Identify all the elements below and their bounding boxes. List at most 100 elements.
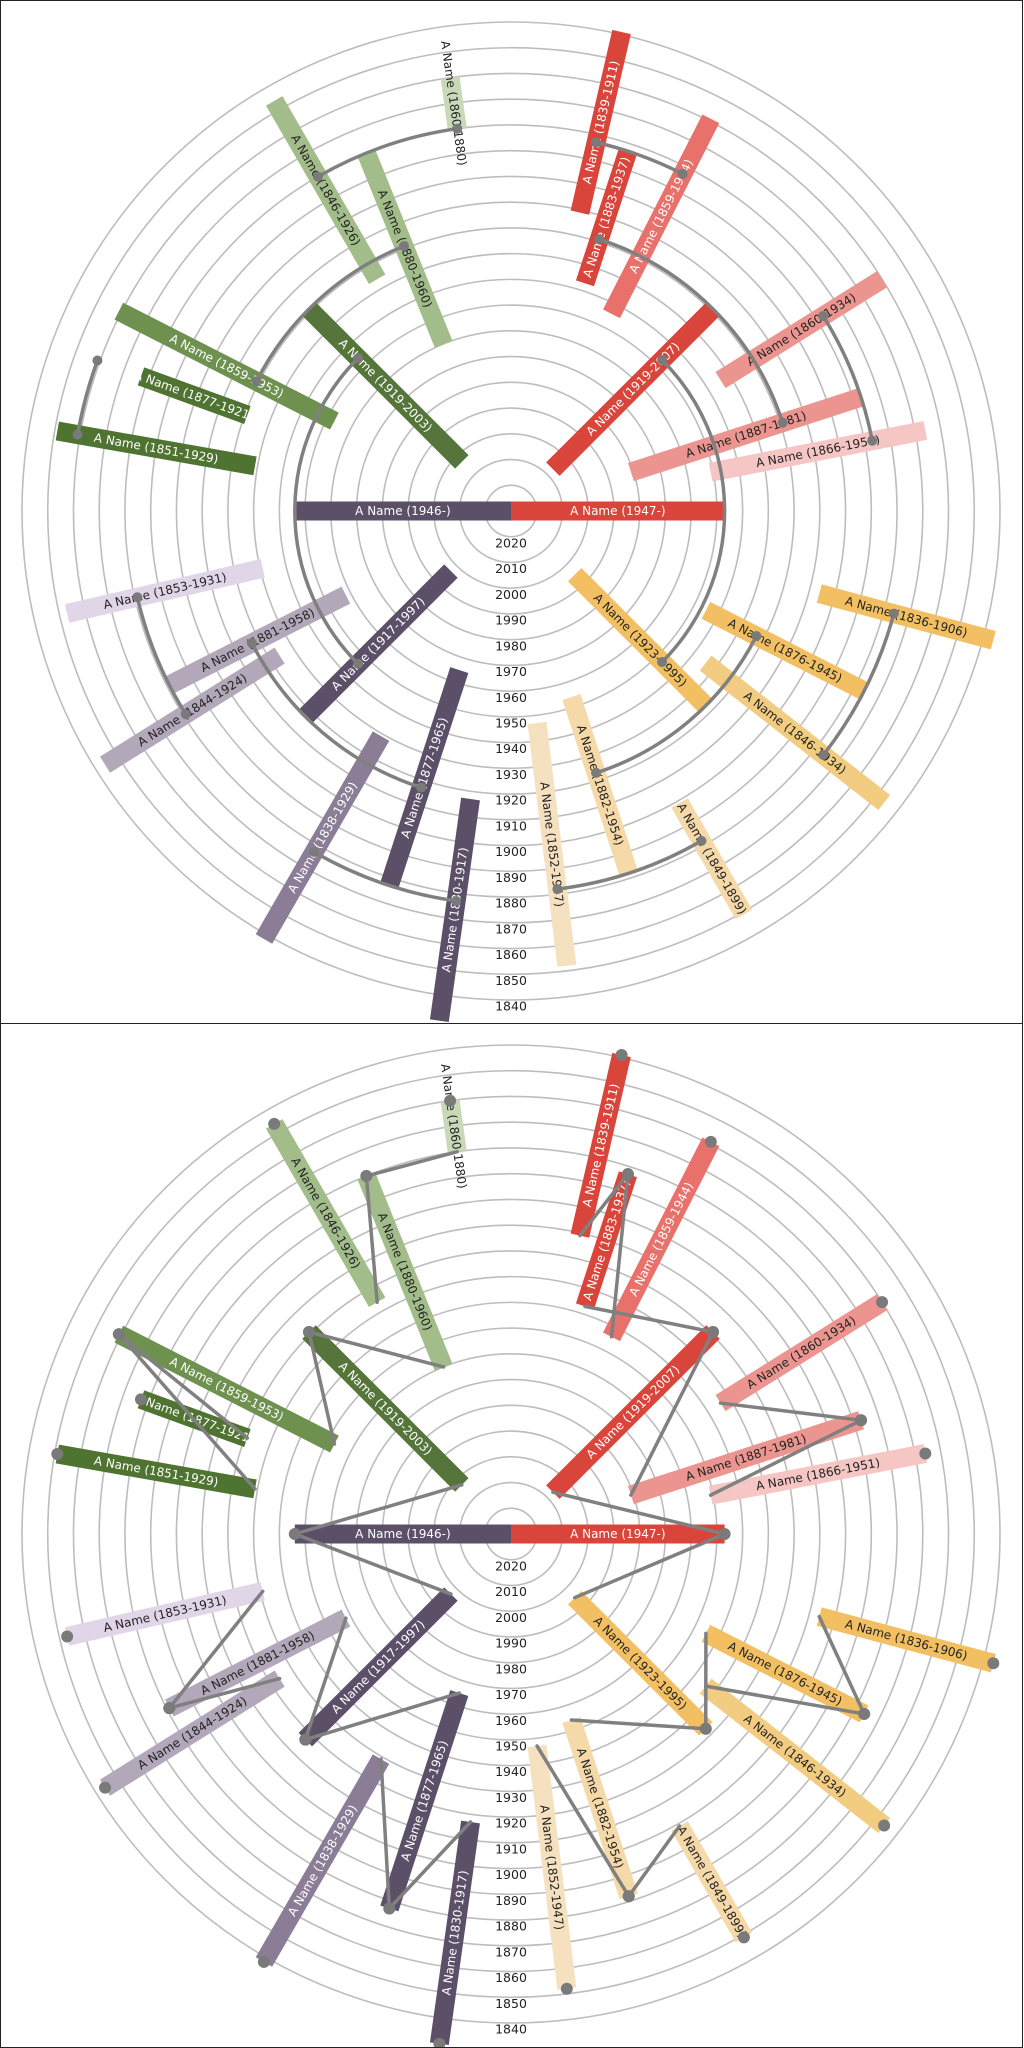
year-tick-label: 2020 [495,1558,527,1573]
person-label: A Name (1880-1960) [375,1210,435,1332]
person-label: A Name (1947-) [570,1527,665,1541]
parent-dot [594,234,605,245]
family-arc [316,126,460,179]
family-arc [821,314,875,443]
birth-dot [383,1902,396,1915]
birth-dot [858,1707,871,1720]
year-ring [175,1198,847,1870]
person-node: A Name (1880-1960) [357,1172,453,1371]
lifespan-bar [567,567,713,713]
person-node: A Name (1860-1880) [438,1063,469,1190]
person-label: A Name (1923-1995) [591,591,690,690]
family-line [629,1330,715,1497]
birth-dot [112,1328,125,1341]
year-tick-label: 1860 [495,947,527,962]
lifespan-bar [562,694,638,877]
parent-dot [132,592,143,603]
parent-dot [591,767,602,778]
person-label: A Name (1877-1965) [398,716,450,840]
person-node: A Name (1849-1899) [671,798,753,920]
lifespan-bar [298,1587,458,1747]
parent-dot [72,429,83,440]
person-label: A Name (1860-1880) [438,40,469,167]
arc-connector-panel: A Name (1947-) A Name (1946-) A Name (1919… [0,0,1023,1024]
year-tick-label: 1900 [495,844,527,859]
parent-dot [180,709,191,720]
parent-dot [591,137,602,148]
person-node: A Name (1838-1929) [255,1754,390,1967]
lifespan-bar [429,797,480,1023]
birth-dot [444,1094,457,1107]
family-line [307,1330,446,1369]
birth-dot [704,1135,717,1148]
person-label: A Name (1846-1926) [288,132,363,248]
year-tick-label: 1930 [495,767,527,782]
lifespan-bar [816,1607,996,1673]
family-line [708,1418,863,1497]
birth-dot [257,1955,270,1968]
family-line [535,1744,631,1899]
family-line [626,1824,682,1899]
lifespan-bar [265,1119,386,1307]
birth-dot [288,1528,301,1540]
person-node: A Name (1860-1934) [715,1294,888,1412]
birth-dot [299,1733,312,1746]
person-node: A Name (1836-1906) [816,584,996,650]
lifespan-bar [294,1524,511,1544]
lifespan-bar [302,1325,469,1492]
person-label: A Name (1919-2007) [583,1363,682,1462]
lifespan-bar [429,1820,480,2046]
parent-dot [751,631,762,642]
family-line [718,1401,863,1423]
family-arc [555,839,704,891]
year-ring [278,278,744,744]
family-arc [594,140,685,176]
year-tick-label: 2000 [495,1610,527,1625]
family-line [387,1820,473,1911]
year-ring [252,252,770,770]
lifespan-bar [165,586,351,694]
year-tick-label: 2000 [495,587,527,602]
family-line [293,1483,464,1536]
year-ring [72,1095,950,1973]
year-tick-label: 1920 [495,793,527,808]
family-line [364,1174,379,1304]
parent-dot [92,355,103,366]
year-tick-label: 1850 [495,1996,527,2011]
family-line [364,1149,460,1178]
birth-dot [61,1630,74,1643]
parent-dot [398,241,409,252]
year-tick-label: 2010 [495,1584,527,1599]
family-nodes [51,1049,1000,2047]
lifespan-bar [255,731,390,944]
person-label: A Name (1876-1945) [726,616,845,686]
lifespan-bar [298,564,458,724]
year-tick-label: 1990 [495,1636,527,1651]
lifespan-bar [100,647,285,773]
year-ring [98,1121,924,1947]
parent-dot [416,782,427,793]
year-axis: 2020 2010 2000 1990 1980 1970 1960 1950 1940 1930… [495,535,527,1013]
lifespan-bar [715,1294,888,1412]
lifespan-bar [562,1717,638,1900]
birth-dot [134,1393,147,1406]
person-label: A Name (1917-1997) [329,1617,428,1716]
lifespan-bar [546,1325,720,1499]
person-label: A Name (1919-2007) [583,340,682,439]
year-tick-label: 1990 [495,613,527,628]
family-line [117,1332,257,1491]
lifespan-bar [302,302,469,469]
year-ring [149,1172,873,1896]
birth-dot [622,1890,635,1903]
lifespan-bar [699,655,891,811]
lifespan-bar [567,1590,713,1736]
birth-dot [302,1325,315,1338]
year-ring [227,1250,795,1818]
lifespan-bar [699,1678,891,1834]
lifespan-bar [708,1444,928,1505]
family-arc [597,237,785,425]
parent-dot [677,168,688,179]
family-line [293,1532,453,1596]
lifespan-bar [294,501,511,521]
